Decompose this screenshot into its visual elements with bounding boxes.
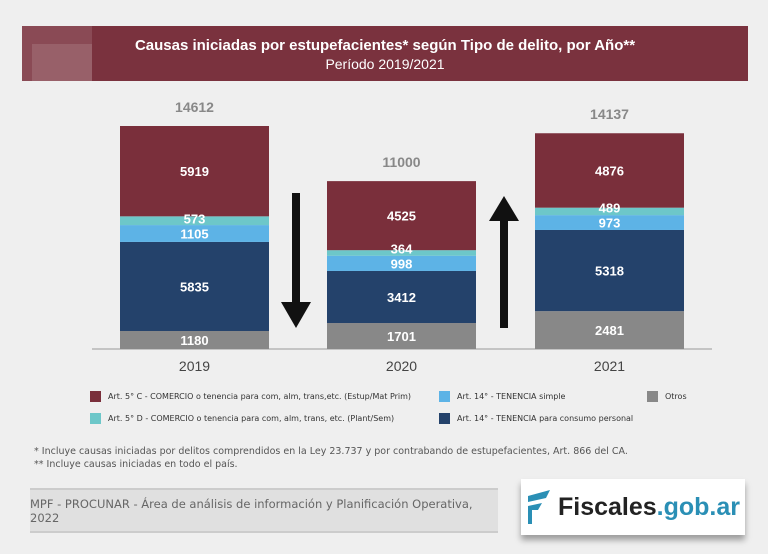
bar-segment: [327, 250, 476, 256]
legend-item: Art. 5° D - COMERCIO o tenencia para com…: [90, 413, 394, 424]
bar-segment: [327, 181, 476, 251]
legend-item: Otros: [647, 391, 687, 402]
data-label: 4876: [595, 163, 624, 178]
data-label: 5919: [180, 164, 209, 179]
data-label: 5318: [595, 264, 624, 279]
bar-segment: [535, 215, 684, 230]
x-tick-label: 2019: [179, 358, 210, 374]
chart-title: Causas iniciadas por estupefacientes* se…: [134, 37, 636, 54]
bar-segment: [535, 207, 684, 216]
data-label: 1701: [387, 329, 416, 344]
source-box: MPF - PROCUNAR - Área de análisis de inf…: [30, 488, 498, 533]
total-label: 14137: [590, 106, 629, 122]
data-label: 4525: [387, 209, 416, 224]
legend-swatch: [439, 391, 450, 402]
data-label: 998: [391, 256, 413, 271]
legend-label: Art. 5° D - COMERCIO o tenencia para com…: [108, 414, 395, 423]
data-label: 973: [599, 216, 621, 231]
legend-swatch: [90, 391, 101, 402]
stacked-bar-chart: 1461220191100020201413720211180583511055…: [92, 99, 712, 374]
bar-segment: [327, 323, 476, 349]
x-tick-label: 2021: [594, 358, 625, 374]
legend-label: Art. 14° - TENENCIA simple: [457, 392, 566, 401]
bar-segment: [120, 241, 269, 331]
data-label: 489: [599, 201, 621, 216]
legend-item: Art. 14° - TENENCIA para consumo persona…: [439, 413, 633, 424]
bar-segment: [327, 255, 476, 271]
total-label: 11000: [382, 154, 420, 170]
data-label: 364: [391, 241, 413, 256]
logo-text: Fiscales: [557, 492, 657, 521]
legend-swatch: [439, 413, 450, 424]
x-tick-label: 2020: [386, 358, 417, 374]
data-label: 3412: [387, 290, 416, 305]
down-arrow-head: [281, 302, 311, 328]
data-label: 573: [184, 212, 206, 227]
legend-label: Art. 5° C - COMERCIO o tenencia para com…: [108, 392, 412, 401]
data-label: 1180: [180, 333, 208, 348]
data-label: 5835: [180, 279, 209, 294]
up-arrow-icon: [500, 220, 508, 328]
bar-segment: [535, 229, 684, 312]
legend-swatch: [647, 391, 658, 402]
footnote: ** Incluye causas iniciadas en todo el p…: [34, 459, 238, 470]
legend-item: Art. 5° C - COMERCIO o tenencia para com…: [90, 391, 411, 402]
logo-domain: .gob.ar: [656, 492, 741, 521]
fiscales-logo[interactable]: Fiscales .gob.ar: [521, 479, 745, 535]
legend-swatch: [90, 413, 101, 424]
bar-segment: [120, 126, 269, 217]
total-label: 14612: [175, 99, 214, 115]
bar-segment: [120, 330, 269, 349]
logo-icon: [527, 490, 550, 524]
down-arrow-icon: [292, 193, 300, 303]
data-label: 1105: [180, 227, 208, 242]
legend-item: Art. 14° - TENENCIA simple: [439, 391, 565, 402]
bar-segment: [120, 216, 269, 226]
data-label: 2481: [595, 323, 624, 338]
chart-subtitle: Período 2019/2021: [325, 56, 445, 72]
legend-label: Otros: [665, 392, 687, 401]
legend-label: Art. 14° - TENENCIA para consumo persona…: [457, 414, 634, 423]
footnote: * Incluye causas iniciadas por delitos c…: [34, 446, 628, 457]
chart-header: Causas iniciadas por estupefacientes* se…: [22, 26, 748, 81]
bar-segment: [120, 225, 269, 242]
bar-segment: [535, 311, 684, 349]
up-arrow-head: [489, 196, 519, 221]
bar-segment: [327, 270, 476, 324]
bar-segment: [535, 133, 684, 208]
